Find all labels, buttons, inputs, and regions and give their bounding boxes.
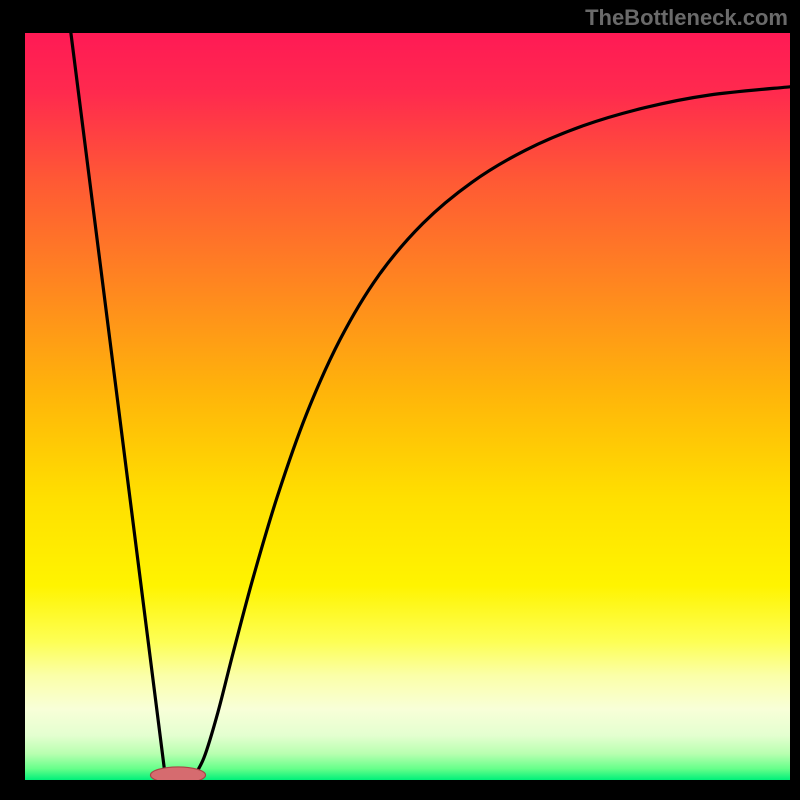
right-asymptotic-curve: [192, 87, 790, 780]
curve-layer: [25, 33, 790, 780]
chart-container: TheBottleneck.com: [0, 0, 800, 800]
left-descent-line: [71, 33, 166, 780]
optimum-marker: [150, 767, 205, 780]
plot-area: [25, 33, 790, 780]
watermark-text: TheBottleneck.com: [585, 5, 788, 31]
